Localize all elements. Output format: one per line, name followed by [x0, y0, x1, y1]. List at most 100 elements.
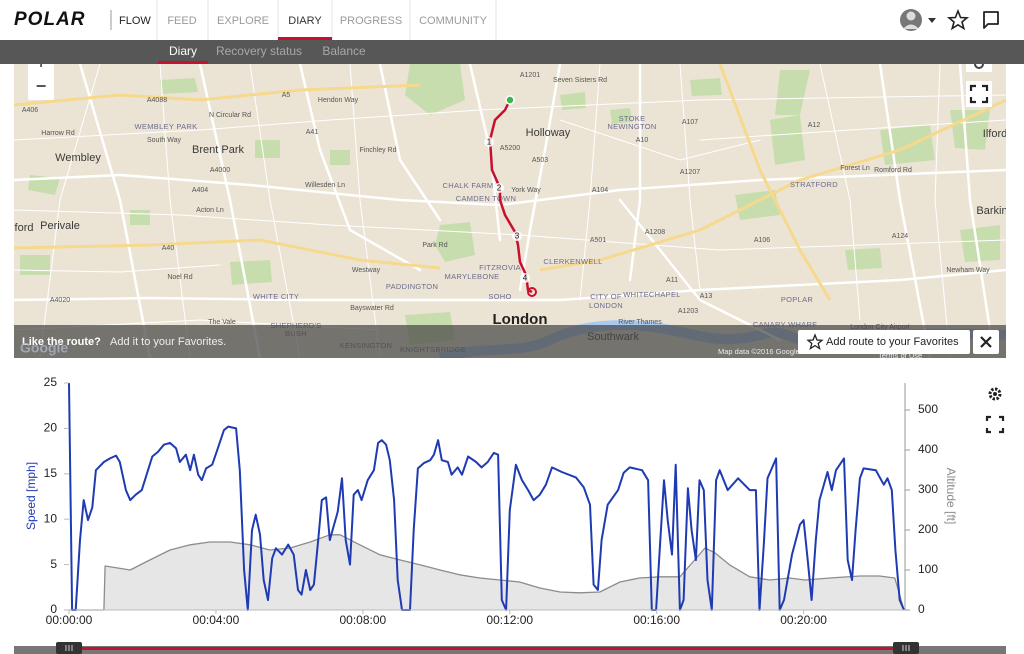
- map-label: A40: [162, 245, 175, 252]
- top-nav: POLAR FLOW FEED EXPLORE DIARY PROGRESS COMMU…: [0, 0, 1024, 40]
- nav-item[interactable]: COMMUNITY: [419, 15, 487, 27]
- add-favorite-label: Add route to your Favorites: [826, 336, 959, 348]
- nav-item[interactable]: PROGRESS: [340, 15, 402, 27]
- zoom-in[interactable]: +: [36, 55, 45, 72]
- map-label: A1203: [678, 308, 698, 315]
- y2-tick-label: 0: [918, 602, 925, 616]
- y-axis-label: Speed [mph]: [24, 462, 38, 530]
- altitude-line: [69, 534, 905, 611]
- subnav-item[interactable]: Diary: [169, 44, 197, 58]
- map-fullscreen-icon: [969, 84, 989, 104]
- map-label: WEMBLEY PARK: [135, 122, 198, 131]
- subnav-item[interactable]: Recovery status: [216, 44, 302, 58]
- map-label: Brent Park: [192, 144, 244, 156]
- x-tick-label: 00:00:00: [46, 613, 93, 627]
- map-label: SOHO: [488, 292, 511, 301]
- area-fill: [69, 534, 904, 610]
- x-tick-label: 00:08:00: [339, 613, 386, 627]
- route-end: [527, 287, 537, 297]
- route-marker: 3: [515, 232, 520, 241]
- chart-tools: [985, 387, 1005, 434]
- map-label: A4088: [147, 97, 167, 104]
- map-label: POPLAR: [781, 295, 814, 304]
- y-tick-label: 15: [44, 466, 58, 480]
- chart-settings-icon[interactable]: [988, 387, 1002, 401]
- map-label: FITZROVIA: [479, 263, 521, 272]
- map-label: London: [493, 311, 548, 328]
- chart-fullscreen-icon[interactable]: [985, 415, 1005, 434]
- route-marker-halo: [494, 183, 504, 193]
- map-label: A1201: [520, 72, 540, 79]
- add-favorite-star: [806, 333, 824, 350]
- map-label: York Way: [511, 187, 541, 194]
- map-label: South Way: [147, 137, 181, 144]
- zoom-control: [28, 64, 54, 100]
- profile-caret[interactable]: [928, 18, 936, 23]
- zoom-out[interactable]: −: [36, 76, 47, 96]
- route-marker-halo: [520, 273, 530, 283]
- map-label: Forest Ln: [840, 165, 870, 172]
- map-label: N Circular Rd: [209, 112, 251, 119]
- subnav-item[interactable]: Balance: [322, 44, 366, 58]
- favorites-icon[interactable]: [946, 8, 970, 31]
- map-attribution: Map data ©2016 Google: [718, 347, 800, 356]
- map-label: Hendon Way: [318, 97, 359, 104]
- parks: [20, 64, 1000, 345]
- map-label: A406: [22, 107, 38, 114]
- map-label: Noel Rd: [167, 274, 192, 281]
- banner-question: Like the route?: [22, 336, 101, 348]
- add-favorite-button[interactable]: [798, 330, 970, 354]
- map-label: CLERKENWELL: [543, 257, 602, 266]
- y2-tick-label: 200: [918, 522, 938, 536]
- motorways: [14, 64, 1006, 301]
- y2-axis-label: Altitude [ft]: [944, 468, 958, 525]
- map-label: A11: [666, 277, 678, 284]
- route-marker-halo: [484, 137, 494, 147]
- map-label: A124: [892, 233, 908, 240]
- route-line: [488, 99, 533, 294]
- map-label: A1208: [645, 229, 665, 236]
- avatar-head: [906, 11, 916, 21]
- map-label: Finchley Rd: [360, 147, 397, 154]
- map-label: A104: [592, 187, 608, 194]
- map-label: Seven Sisters Rd: [553, 77, 607, 84]
- map-label: A4020: [50, 297, 70, 304]
- speed-altitude-chart: 0 5 10 15 20 25 0 100 200 300 400 500 00:00:00 00:04:…: [24, 375, 958, 627]
- y2-tick-label: 100: [918, 562, 938, 576]
- y2-tick-label: 400: [918, 442, 938, 456]
- map-label: WHITECHAPEL: [623, 290, 680, 299]
- logo[interactable]: POLAR: [14, 9, 86, 30]
- nav-item[interactable]: FEED: [167, 15, 196, 27]
- map-label: Park Rd: [422, 242, 447, 249]
- chart-settings-core: [993, 392, 997, 396]
- map-label: Harrow Rd: [41, 130, 75, 137]
- map-label: Westway: [352, 267, 381, 274]
- map-label: A41: [306, 129, 319, 136]
- messages-icon[interactable]: [983, 11, 999, 29]
- map-terms[interactable]: Terms of Use: [878, 351, 922, 360]
- route-map: Wembley Brent Park Holloway Perivale ford STR…: [14, 55, 1006, 360]
- subnav-background: [0, 40, 1024, 64]
- main-roads: [14, 64, 1006, 358]
- map-label: A107: [682, 119, 698, 126]
- route-marker: 1: [487, 138, 492, 147]
- map-label: A503: [532, 157, 548, 164]
- y-tick-label: 0: [50, 602, 57, 616]
- slider-grips: [65, 645, 910, 651]
- map-label: Wembley: [55, 152, 101, 164]
- map-background: [14, 64, 1006, 358]
- route-marker: 2: [497, 184, 502, 193]
- banner-hint: Add it to your Favorites.: [110, 336, 226, 348]
- nav-item[interactable]: EXPLORE: [217, 15, 269, 27]
- map-label: A404: [192, 187, 208, 194]
- nav-item[interactable]: DIARY: [288, 15, 322, 27]
- speed-line: [68, 382, 905, 611]
- map-label: A106: [754, 237, 770, 244]
- map-label: A10: [636, 137, 649, 144]
- y-tick-label: 10: [44, 511, 58, 525]
- x-tick-label: 00:04:00: [193, 613, 240, 627]
- nav-separators: [156, 0, 497, 40]
- map-label: A13: [700, 293, 713, 300]
- y2-tick-label: 500: [918, 402, 938, 416]
